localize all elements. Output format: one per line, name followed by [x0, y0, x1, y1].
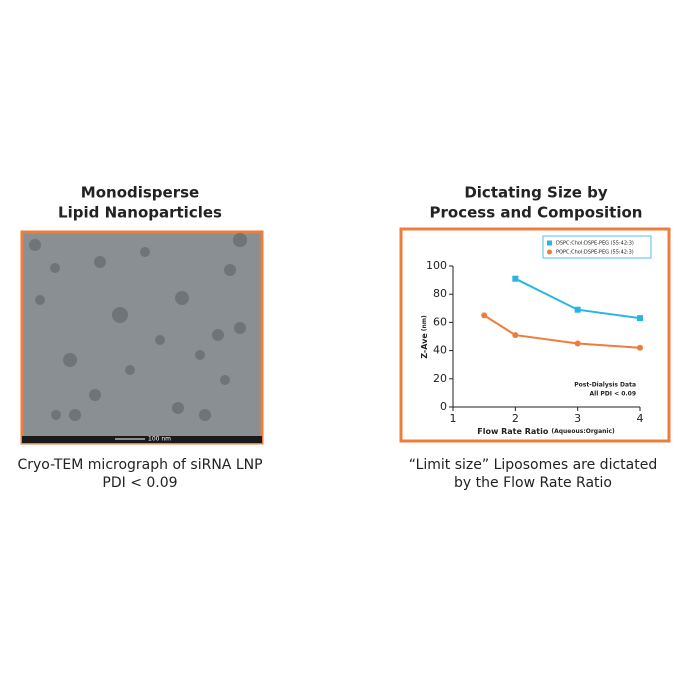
scale-bar-label: 100 nm: [148, 436, 171, 443]
legend-swatch: [547, 249, 552, 255]
caption: by the Flow Rate Ratio: [454, 475, 612, 491]
panel-title: Lipid Nanoparticles: [58, 204, 222, 222]
chart-title: Process and Composition: [430, 204, 643, 222]
y-axis-label-main: Z-Ave: [420, 333, 429, 359]
x-axis-label-main: Flow Rate Ratio: [477, 427, 549, 436]
point: [574, 340, 581, 347]
legend-swatch: [547, 240, 552, 246]
caption: Cryo-TEM micrograph of siRNA LNP: [17, 457, 262, 473]
point: [637, 344, 643, 351]
x-tick-label: 4: [637, 412, 644, 425]
chart-frame: [399, 227, 671, 443]
x-tick-label: 1: [450, 412, 457, 425]
x-tick-label: 2: [512, 412, 519, 425]
annotation: Post-Dialysis Data: [574, 382, 636, 389]
y-tick-label: 100: [426, 259, 447, 272]
annotation: All PDI < 0.09: [590, 391, 636, 398]
point: [574, 306, 581, 313]
micrograph: 100 nm: [20, 230, 264, 445]
x-axis-label-note: (Aqueous:Organic): [551, 428, 615, 435]
plot: 0 20 40 60 80 100 1 2 3 4 Flow Rate Ratio (Aqueous:…: [420, 235, 652, 436]
caption: “Limit size” Liposomes are dictated: [409, 457, 657, 473]
y-axis-label-note: (nm): [421, 315, 428, 331]
y-tick-label: 0: [440, 400, 447, 413]
legend-box: [542, 235, 652, 259]
point: [512, 332, 519, 339]
y-tick-label: 20: [433, 372, 447, 385]
point: [637, 315, 643, 322]
x-axis-label: Flow Rate Ratio (Aqueous:Organic): [477, 427, 615, 436]
legend-label: POPC:Chol:DSPE-PEG (55:42:3): [556, 250, 634, 256]
x-tick-label: 3: [574, 412, 581, 425]
y-axis-label: Z-Ave (nm): [420, 315, 429, 359]
legend-label: DSPC:Chol:DSPE-PEG (55:42:3): [556, 241, 634, 247]
point: [481, 312, 488, 319]
y-tick-label: 40: [433, 344, 447, 357]
series-line: [483, 314, 641, 349]
point: [512, 275, 519, 282]
panel-title: Monodisperse: [81, 184, 199, 202]
caption: PDI < 0.09: [102, 475, 177, 491]
chart-title: Dictating Size by: [464, 184, 608, 202]
y-tick-label: 60: [433, 315, 447, 328]
y-tick-label: 80: [433, 287, 447, 300]
